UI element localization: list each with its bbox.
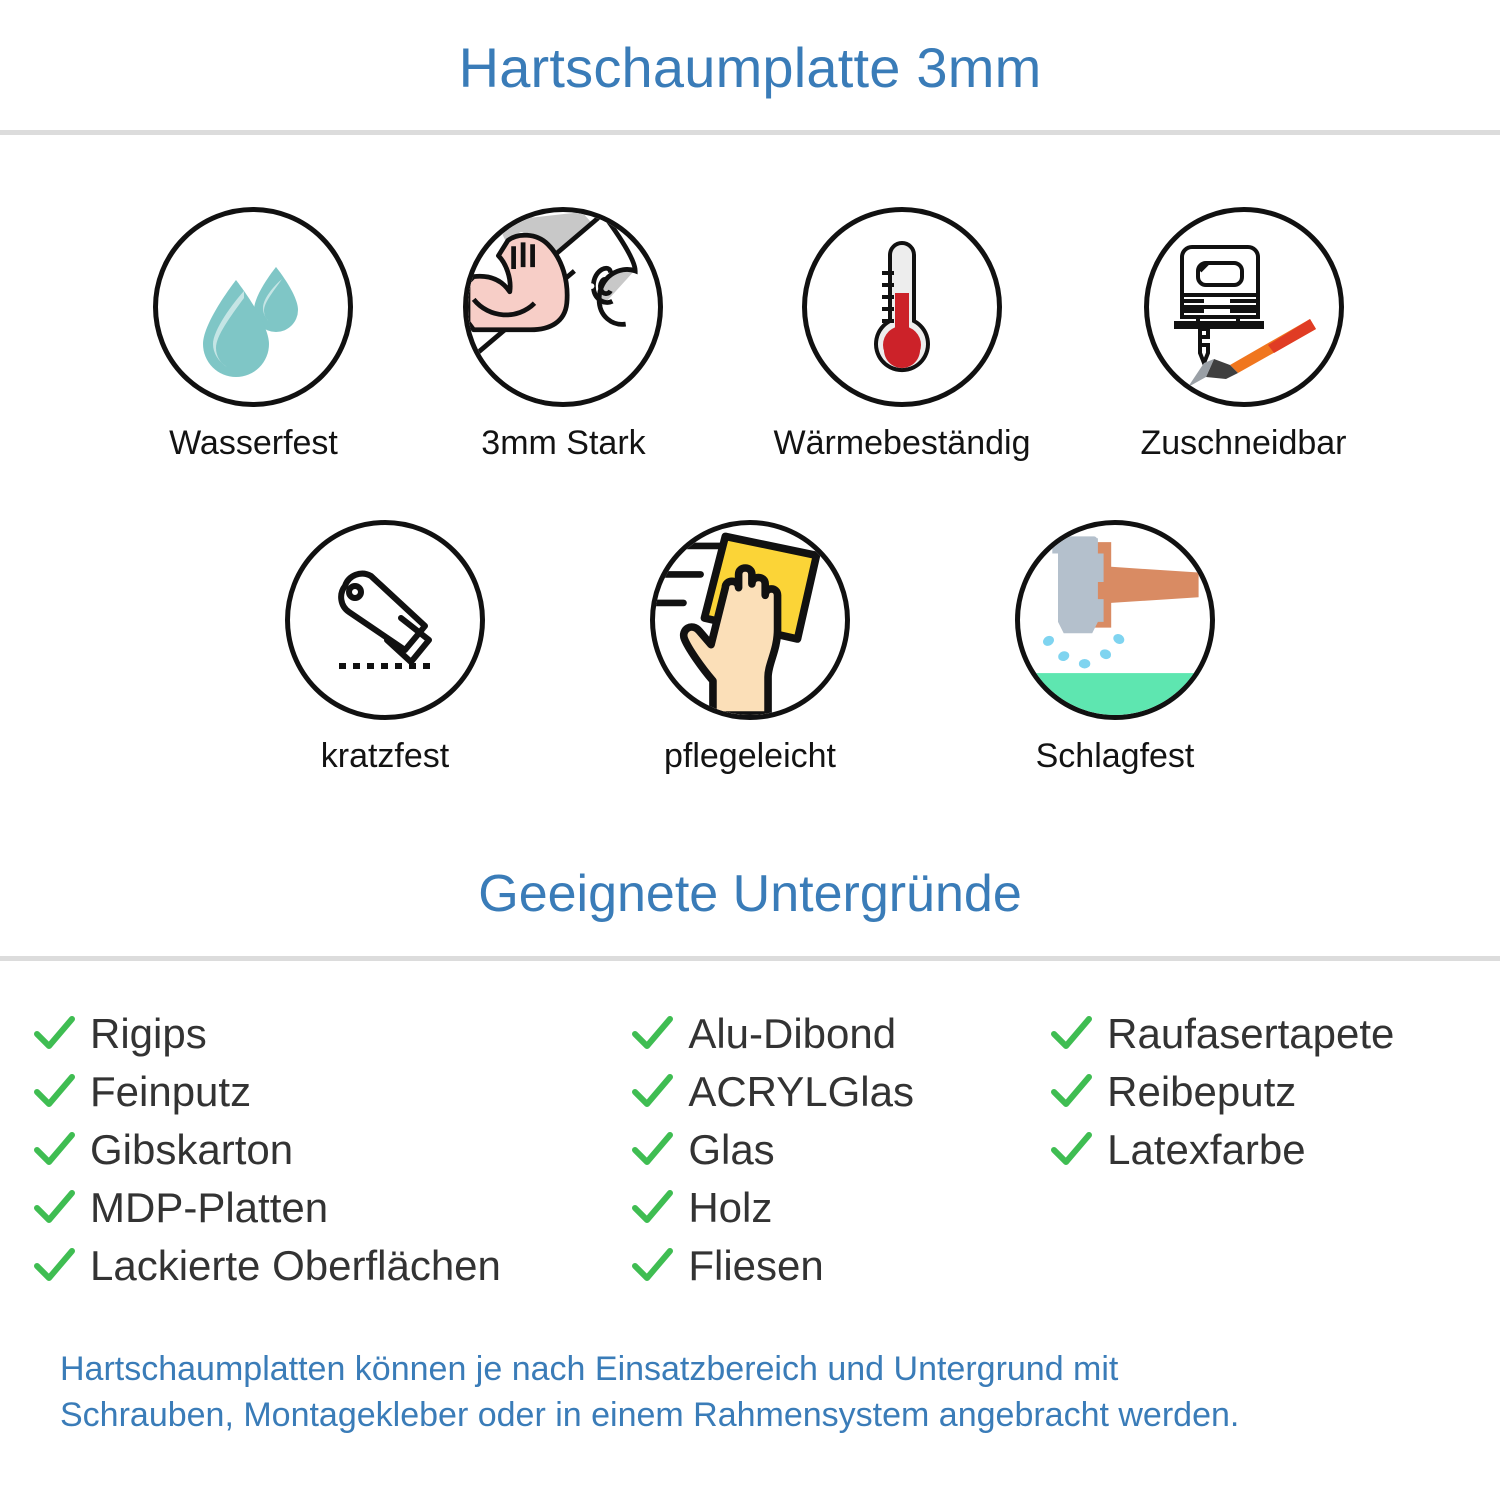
- water-drops-icon: [153, 207, 354, 407]
- substrate-label: Lackierte Oberflächen: [90, 1241, 501, 1289]
- substrate-label: Reibeputz: [1107, 1067, 1297, 1115]
- substrate-label: Gibskarton: [90, 1125, 294, 1173]
- divider-middle: [0, 955, 1500, 961]
- feature-wasserfest: Wasserfest: [153, 207, 354, 462]
- list-item: Rigips: [32, 1005, 630, 1063]
- cutter-knife-scratch-icon: [285, 520, 485, 721]
- check-icon: [630, 1186, 674, 1230]
- page-header: Hartschaumplatte 3mm: [0, 0, 1500, 130]
- substrate-label: MDP-Platten: [90, 1183, 329, 1231]
- substrate-label: Rigips: [90, 1009, 207, 1057]
- list-item: Latexfarbe: [1049, 1121, 1468, 1179]
- feature-label: pflegeleicht: [663, 737, 836, 776]
- features-row-2: kratzfest pflegeleicht: [0, 520, 1500, 775]
- check-icon: [630, 1244, 674, 1288]
- list-item: Lackierte Oberflächen: [32, 1237, 630, 1295]
- feature-label: Zuschneidbar: [1140, 424, 1347, 462]
- list-item: Raufasertapete: [1049, 1005, 1468, 1063]
- feature-zuschneidbar: Zuschneidbar: [1141, 207, 1347, 462]
- check-icon: [630, 1070, 674, 1114]
- list-item: Gibskarton: [32, 1121, 630, 1179]
- feature-pflegeleicht: pflegeleicht: [650, 520, 850, 775]
- list-item: Feinputz: [32, 1063, 630, 1121]
- substrate-label: Raufasertapete: [1107, 1009, 1395, 1057]
- feature-label: Wasserfest: [169, 424, 338, 462]
- page-title: Hartschaumplatte 3mm: [458, 36, 1042, 99]
- thermometer-icon: [801, 207, 1002, 407]
- footer-note-line-1: Hartschaumplatten können je nach Einsatz…: [60, 1349, 1119, 1388]
- list-item: Alu-Dibond: [630, 1005, 1049, 1063]
- substrate-column-3: Raufasertapete Reibeputz Latexfarbe: [1049, 1005, 1468, 1295]
- substrate-column-1: Rigips Feinputz Gibskarton MDP-Platten L…: [32, 1005, 630, 1295]
- substrate-label: Fliesen: [688, 1241, 824, 1289]
- list-item: MDP-Platten: [32, 1179, 630, 1237]
- footer-note: Hartschaumplatten können je nach Einsatz…: [0, 1347, 1500, 1439]
- hand-cleaning-cloth-icon: [650, 520, 850, 721]
- check-icon: [32, 1186, 76, 1230]
- jigsaw-cutter-icon: [1143, 207, 1344, 407]
- list-item: Glas: [630, 1121, 1049, 1179]
- substrate-label: Alu-Dibond: [688, 1009, 897, 1057]
- feature-label: 3mm Stark: [481, 424, 646, 462]
- features-row-1: Wasserfest: [0, 207, 1500, 462]
- check-icon: [630, 1128, 674, 1172]
- feature-waermebestaendig: Wärmebeständig: [773, 207, 1031, 462]
- hammer-impact-panel-icon: [1015, 520, 1215, 721]
- feature-label: Wärmebeständig: [773, 424, 1031, 462]
- substrate-label: Feinputz: [90, 1067, 252, 1115]
- list-item: Holz: [630, 1179, 1049, 1237]
- substrates-checklist: Rigips Feinputz Gibskarton MDP-Platten L…: [0, 1005, 1500, 1295]
- substrate-label: ACRYLGlas: [688, 1067, 914, 1115]
- substrate-label: Glas: [688, 1125, 775, 1173]
- list-item: Fliesen: [630, 1237, 1049, 1295]
- check-icon: [32, 1070, 76, 1114]
- section-title: Geeignete Untergründe: [478, 864, 1022, 923]
- check-icon: [32, 1128, 76, 1172]
- divider-top: [0, 130, 1500, 135]
- check-icon: [32, 1012, 76, 1056]
- feature-schlagfest: Schlagfest: [1015, 520, 1215, 775]
- feature-label: kratzfest: [320, 737, 450, 776]
- feature-label: Schlagfest: [1035, 737, 1195, 776]
- list-item: ACRYLGlas: [630, 1063, 1049, 1121]
- check-icon: [1049, 1128, 1093, 1172]
- list-item: Reibeputz: [1049, 1063, 1468, 1121]
- check-icon: [32, 1244, 76, 1288]
- flexed-bicep-board-icon: [463, 207, 664, 407]
- feature-kratzfest: kratzfest: [285, 520, 485, 775]
- substrate-label: Holz: [688, 1183, 773, 1231]
- check-icon: [630, 1012, 674, 1056]
- substrate-label: Latexfarbe: [1107, 1125, 1306, 1173]
- feature-3mm-stark: 3mm Stark: [463, 207, 664, 462]
- footer-note-line-2: Schrauben, Montagekleber oder in einem R…: [60, 1395, 1240, 1434]
- substrates-header: Geeignete Untergründe: [0, 868, 1500, 956]
- substrate-column-2: Alu-Dibond ACRYLGlas Glas Holz Fliesen: [630, 1005, 1049, 1295]
- check-icon: [1049, 1012, 1093, 1056]
- check-icon: [1049, 1070, 1093, 1114]
